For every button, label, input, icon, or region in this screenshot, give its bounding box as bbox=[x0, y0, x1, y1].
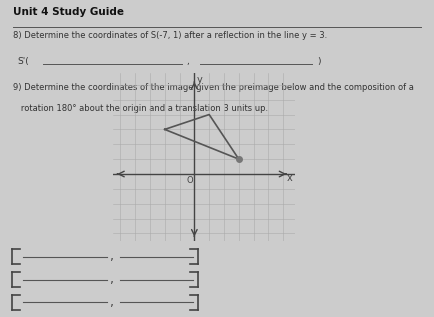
Text: y: y bbox=[197, 75, 202, 85]
Text: x: x bbox=[286, 173, 292, 184]
Text: ,: , bbox=[110, 250, 114, 263]
Text: Unit 4 Study Guide: Unit 4 Study Guide bbox=[13, 7, 124, 17]
Text: 9) Determine the coordinates of the image given the preimage below and the compo: 9) Determine the coordinates of the imag… bbox=[13, 83, 414, 92]
Text: ,: , bbox=[187, 57, 189, 66]
Text: ): ) bbox=[317, 57, 320, 66]
Text: ,: , bbox=[110, 273, 114, 286]
Text: S'(: S'( bbox=[17, 57, 29, 66]
Text: ,: , bbox=[110, 296, 114, 309]
Text: O: O bbox=[187, 176, 194, 185]
Text: rotation 180° about the origin and a translation 3 units up.: rotation 180° about the origin and a tra… bbox=[13, 104, 268, 113]
Text: 8) Determine the coordinates of S(-7, 1) after a reflection in the line y = 3.: 8) Determine the coordinates of S(-7, 1)… bbox=[13, 31, 327, 40]
